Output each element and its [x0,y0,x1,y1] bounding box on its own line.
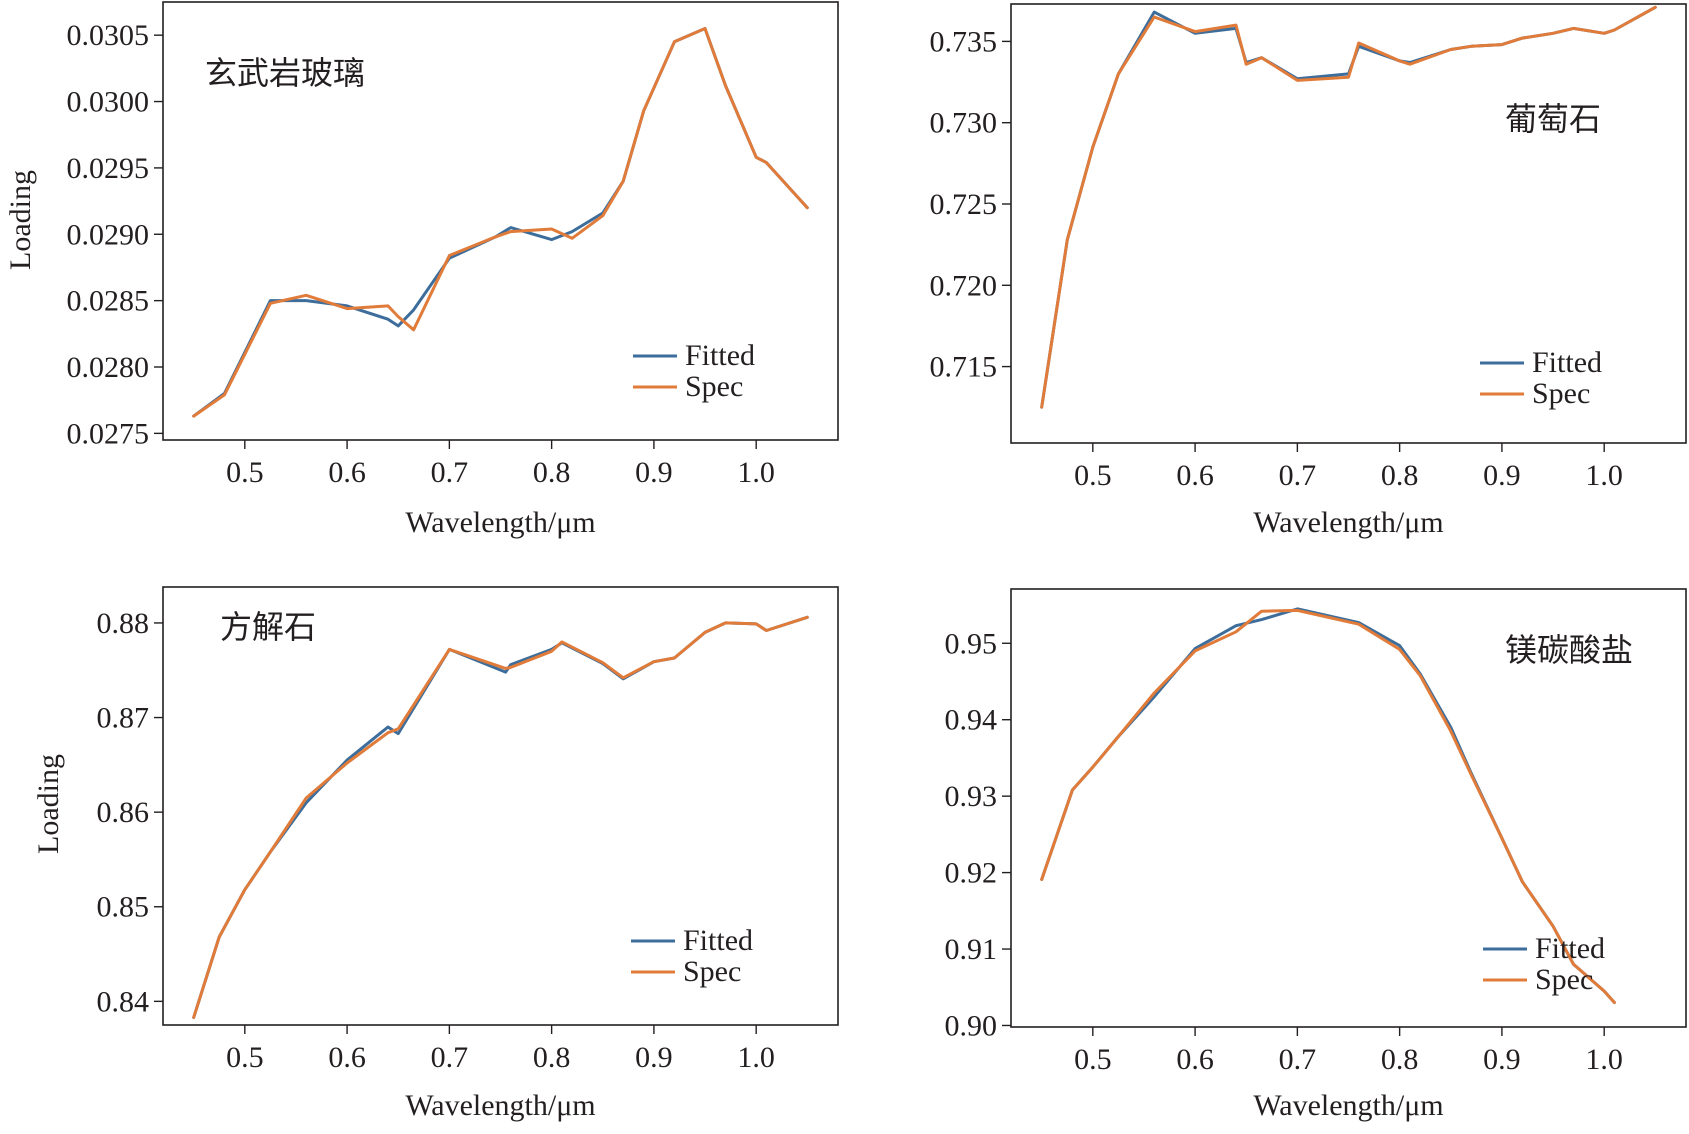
y-tick-label: 0.94 [945,704,998,737]
y-tick-label: 0.92 [945,857,998,890]
series-line-spec [1040,5,1657,409]
x-tick-label: 0.6 [328,456,366,489]
chart-panel-3: 0.5 0.6 0.7 0.8 0.9 1.0 0.84 0.85 0.86 0.87 0.88 Wa… [32,586,839,1122]
y-tick-label: 0.0290 [67,218,150,251]
y-tick-label: 0.0275 [67,417,150,450]
y-tick-label: 0.86 [97,796,150,829]
plot-frame [162,1,839,441]
legend-label-fitted: Fitted [1532,346,1602,379]
x-axis-title: Wavelength/μm [405,506,595,539]
series-line-spec [192,27,809,418]
y-tick-label: 0.88 [97,607,150,640]
legend-label-spec: Spec [1532,377,1590,410]
x-tick-label: 0.8 [533,1041,571,1074]
y-tick-label: 0.730 [930,107,998,140]
legend-label-fitted: Fitted [685,339,755,372]
x-tick-label: 0.9 [635,1041,673,1074]
chart-panel-4: 0.5 0.6 0.7 0.8 0.9 1.0 0.90 0.91 0.92 0.93 0.94 0.… [945,588,1687,1122]
y-tick-label: 0.0285 [67,285,150,318]
x-tick-label: 0.7 [431,456,469,489]
plot-frame [162,586,839,1026]
y-tick-label: 0.87 [97,702,150,735]
x-tick-label: 0.8 [533,456,571,489]
x-tick-label: 0.9 [1483,1043,1521,1076]
y-tick-label: 0.0280 [67,351,150,384]
y-tick-label: 0.715 [930,351,998,384]
x-tick-label: 0.5 [226,1041,264,1074]
legend-label-spec: Spec [1535,963,1593,996]
x-axis-title: Wavelength/μm [1253,506,1443,539]
panel-title: 玄武岩玻璃 [205,54,365,92]
x-tick-label: 0.9 [1483,459,1521,492]
x-tick-label: 0.7 [1279,459,1317,492]
x-tick-label: 0.9 [635,456,673,489]
x-tick-label: 0.6 [1176,459,1214,492]
x-tick-label: 0.8 [1381,459,1419,492]
y-tick-label: 0.95 [945,627,998,660]
legend-label-fitted: Fitted [683,924,753,957]
y-tick-label: 0.90 [945,1009,998,1042]
x-tick-label: 1.0 [737,456,775,489]
y-axis-title: Loading [4,170,37,270]
x-tick-label: 0.7 [431,1041,469,1074]
y-tick-label: 0.85 [97,891,150,924]
series-line-spec [1040,608,1616,1004]
y-tick-label: 0.725 [930,188,998,221]
x-tick-label: 0.7 [1279,1043,1317,1076]
x-axis-title: Wavelength/μm [405,1089,595,1122]
y-tick-label: 0.91 [945,933,998,966]
panel-title: 方解石 [220,608,316,646]
x-tick-label: 0.5 [1074,1043,1112,1076]
plot-frame [1010,3,1687,444]
x-tick-label: 1.0 [1585,459,1623,492]
y-tick-label: 0.93 [945,780,998,813]
y-tick-label: 0.0300 [67,86,150,119]
legend-label-spec: Spec [685,370,743,403]
x-tick-label: 1.0 [1585,1043,1623,1076]
x-tick-label: 0.6 [1176,1043,1214,1076]
y-tick-label: 0.84 [97,985,150,1018]
y-axis-title: Loading [32,754,65,854]
x-tick-label: 0.6 [328,1041,366,1074]
legend-label-fitted: Fitted [1535,932,1605,965]
x-tick-label: 0.5 [226,456,264,489]
x-axis-title: Wavelength/μm [1253,1089,1443,1122]
y-tick-label: 0.735 [930,25,998,58]
y-tick-label: 0.720 [930,269,998,302]
chart-panel-2: 0.5 0.6 0.7 0.8 0.9 1.0 0.715 0.720 0.725 0.730 0.… [930,3,1687,539]
y-tick-label: 0.0305 [67,19,150,52]
plot-frame [1010,588,1687,1028]
y-tick-label: 0.0295 [67,152,150,185]
legend-label-spec: Spec [683,955,741,988]
x-tick-label: 1.0 [737,1041,775,1074]
x-tick-label: 0.5 [1074,459,1112,492]
panel-title: 葡萄石 [1505,100,1601,138]
panel-title: 镁碳酸盐 [1505,631,1633,669]
series-line-spec [192,615,809,1019]
chart-panel-1: 0.5 0.6 0.7 0.8 0.9 1.0 0.0275 0.0280 0.0285 0.02… [4,1,839,539]
x-tick-label: 0.8 [1381,1043,1419,1076]
